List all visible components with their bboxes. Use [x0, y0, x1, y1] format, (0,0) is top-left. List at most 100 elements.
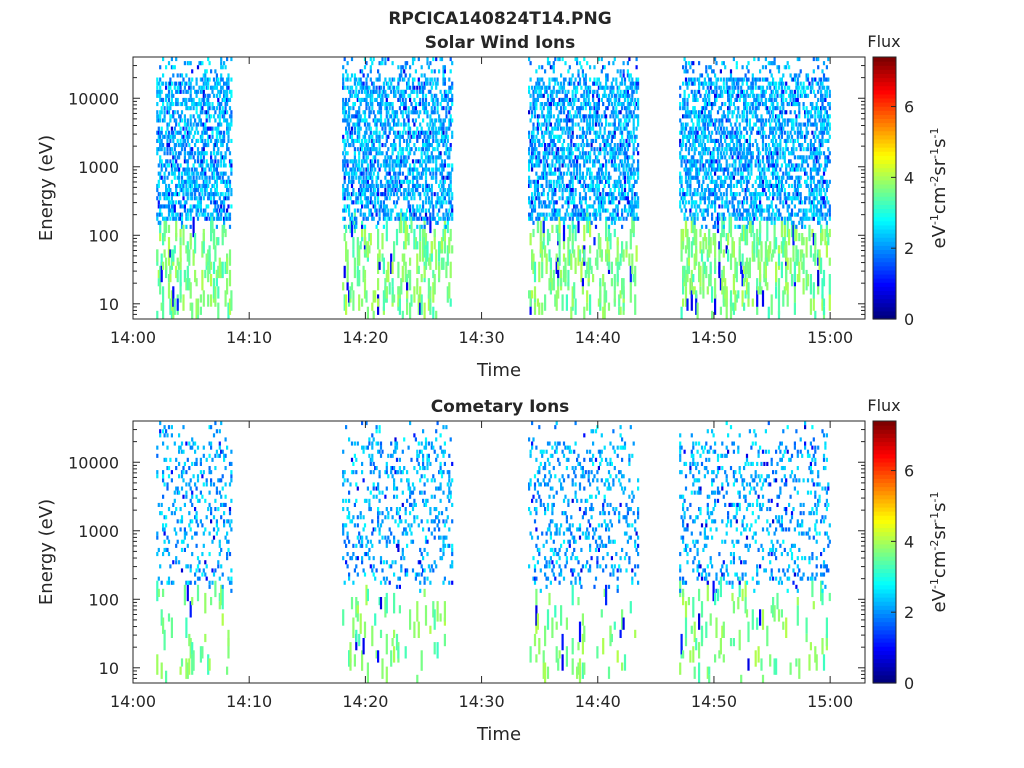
- spectrogram-cell: [207, 126, 210, 131]
- spectrogram-cell: [420, 175, 423, 180]
- spectrogram-cell: [605, 167, 608, 172]
- spectrogram-cell: [578, 106, 582, 111]
- spectrogram-cell: [603, 183, 606, 188]
- spectrogram-cell: [684, 126, 688, 131]
- spectrogram-cell: [359, 200, 362, 205]
- spectrogram-cell: [192, 155, 195, 160]
- spectrogram-cell: [167, 110, 171, 115]
- spectrogram-cell: [371, 200, 374, 205]
- spectrogram-cell: [172, 155, 175, 160]
- spectrogram-cell: [703, 102, 706, 107]
- spectrogram-cell: [348, 122, 351, 127]
- spectrogram-cell: [549, 200, 552, 205]
- spectrogram-cell: [363, 122, 367, 127]
- spectrogram-cell: [406, 159, 409, 164]
- spectrogram-cell: [528, 167, 531, 172]
- spectrogram-cell: [574, 224, 577, 242]
- spectrogram-cell: [702, 97, 705, 102]
- spectrogram-cell: [375, 134, 378, 139]
- spectrogram-cell: [445, 93, 448, 98]
- spectrogram-cell: [199, 159, 202, 164]
- spectrogram-cell: [365, 106, 368, 111]
- spectrogram-cell: [680, 196, 683, 201]
- spectrogram-cell: [404, 159, 407, 164]
- spectrogram-cell: [618, 118, 621, 123]
- spectrogram-cell: [204, 175, 207, 180]
- spectrogram-cell: [557, 167, 560, 172]
- spectrogram-cell: [217, 204, 220, 209]
- spectrogram-cell: [562, 77, 566, 82]
- spectrogram-cell: [398, 93, 401, 98]
- spectrogram-cell: [224, 261, 227, 274]
- spectrogram-cell: [532, 93, 535, 98]
- spectrogram-cell: [628, 130, 631, 135]
- spectrogram-cell: [385, 151, 388, 156]
- spectrogram-cell: [378, 151, 381, 156]
- spectrogram-cell: [170, 298, 173, 307]
- spectrogram-cell: [552, 77, 555, 82]
- spectrogram-cell: [446, 220, 449, 225]
- spectrogram-cell: [424, 97, 428, 102]
- spectrogram-cell: [404, 261, 407, 283]
- spectrogram-cell: [382, 122, 385, 127]
- spectrogram-cell: [342, 118, 345, 123]
- spectrogram-cell: [420, 65, 423, 70]
- spectrogram-cell: [727, 114, 730, 119]
- spectrogram-cell: [602, 188, 605, 193]
- spectrogram-cell: [170, 102, 173, 107]
- spectrogram-cell: [583, 212, 586, 217]
- spectrogram-cell: [159, 77, 162, 82]
- spectrogram-cell: [682, 114, 685, 119]
- spectrogram-cell: [170, 208, 173, 213]
- spectrogram-cell: [432, 269, 435, 279]
- spectrogram-cell: [606, 77, 609, 82]
- spectrogram-cell: [361, 143, 364, 148]
- spectrogram-cell: [217, 237, 220, 246]
- spectrogram-cell: [684, 143, 688, 148]
- spectrogram-cell: [223, 110, 226, 115]
- spectrogram-cell: [539, 77, 542, 82]
- spectrogram-cell: [410, 188, 413, 193]
- spectrogram-cell: [683, 130, 686, 135]
- spectrogram-cell: [353, 212, 356, 234]
- spectrogram-cell: [533, 102, 537, 107]
- spectrogram-cell: [592, 93, 595, 98]
- spectrogram-cell: [716, 77, 720, 82]
- spectrogram-cell: [535, 196, 538, 201]
- spectrogram-cell: [417, 130, 420, 135]
- spectrogram-cell: [684, 192, 688, 197]
- spectrogram-cell: [574, 57, 577, 62]
- spectrogram-cell: [693, 224, 696, 246]
- spectrogram-cell: [385, 134, 388, 139]
- spectrogram-cell: [570, 118, 573, 123]
- spectrogram-cell: [626, 73, 629, 78]
- spectrogram-cell: [435, 57, 438, 62]
- spectrogram-cell: [419, 159, 422, 164]
- spectrogram-cell: [217, 212, 220, 217]
- spectrogram-cell: [549, 122, 552, 127]
- spectrogram-cell: [557, 89, 560, 94]
- spectrogram-cell: [159, 138, 162, 143]
- spectrogram-cell: [212, 171, 216, 176]
- spectrogram-cell: [581, 138, 584, 143]
- spectrogram-cell: [714, 57, 717, 62]
- spectrogram-cell: [583, 81, 586, 86]
- spectrogram-cell: [180, 220, 184, 225]
- spectrogram-cell: [196, 65, 200, 70]
- spectrogram-cell: [592, 183, 595, 188]
- spectrogram-cell: [424, 77, 428, 82]
- spectrogram-cell: [409, 126, 412, 131]
- spectrogram-cell: [387, 183, 390, 188]
- spectrogram-cell: [382, 306, 385, 315]
- spectrogram-cell: [393, 147, 396, 152]
- spectrogram-cell: [172, 65, 175, 70]
- spectrogram-cell: [353, 224, 356, 229]
- spectrogram-cell: [568, 77, 571, 82]
- spectrogram-cell: [597, 106, 600, 111]
- spectrogram-cell: [395, 228, 399, 246]
- spectrogram-cell: [409, 216, 412, 221]
- spectrogram-cell: [210, 159, 213, 164]
- spectrogram-cell: [700, 118, 704, 123]
- spectrogram-cell: [393, 200, 396, 205]
- spectrogram-cell: [169, 188, 172, 193]
